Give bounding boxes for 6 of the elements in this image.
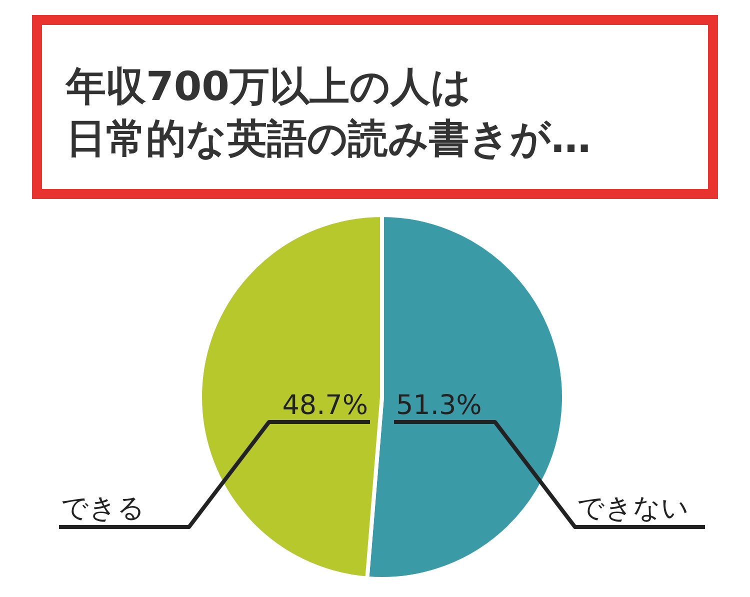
chart-subtitle: 日常的な英語の読み書きが…: [66, 116, 591, 162]
data-label: 48.7%: [282, 390, 368, 421]
data-label: 51.3%: [396, 390, 482, 421]
chart-title: 年収700万以上の人は: [65, 64, 472, 110]
slice-label: できない: [577, 493, 689, 524]
slice-label: できる: [61, 493, 145, 524]
